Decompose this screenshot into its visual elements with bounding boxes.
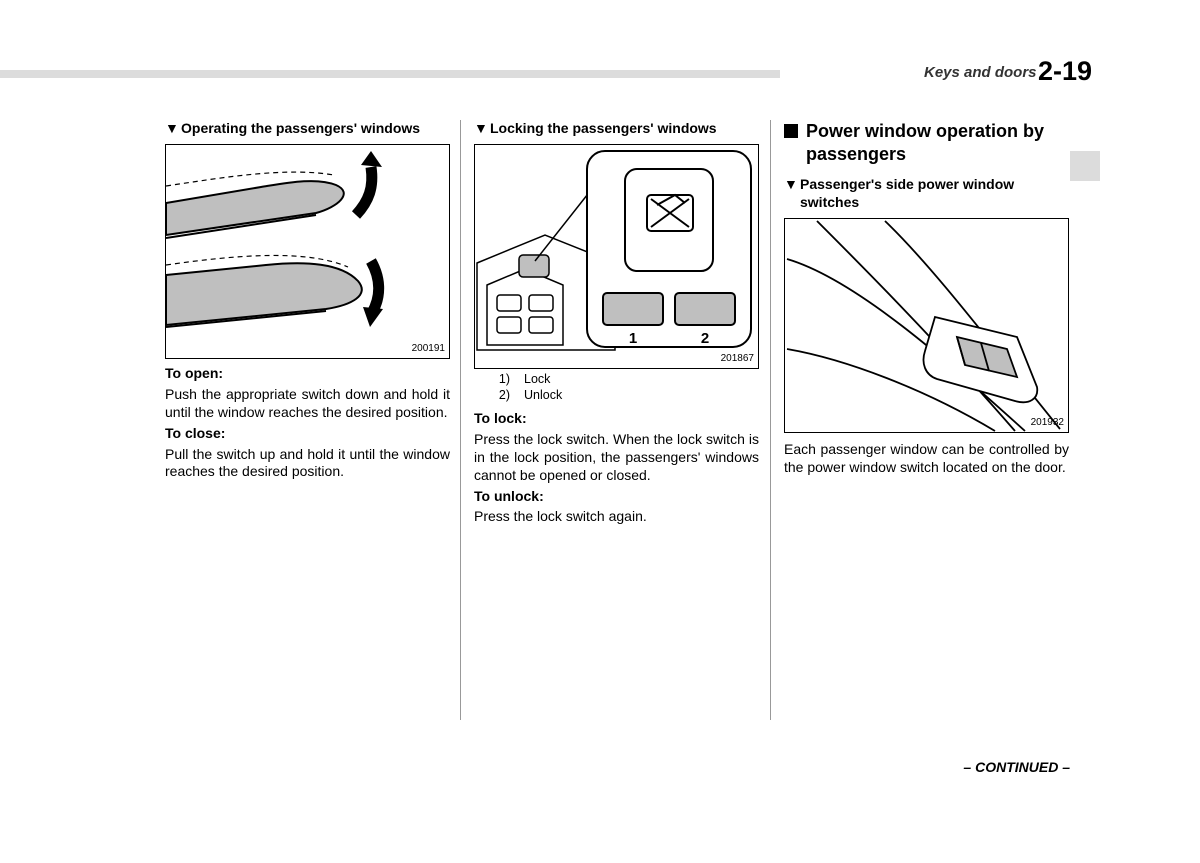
triangle-bullet-icon: ▼ <box>165 120 181 137</box>
figure-svg: 1 2 <box>475 145 756 368</box>
text-to-lock: Press the lock switch. When the lock swi… <box>474 431 759 485</box>
legend-row: 2) Unlock <box>488 387 759 403</box>
figure-id: 201932 <box>1031 417 1064 430</box>
figure-svg <box>785 219 1066 432</box>
subheading-locking-windows: ▼ Locking the passengers' windows <box>474 120 759 138</box>
subheading-text: Operating the passengers' windows <box>181 120 450 138</box>
triangle-bullet-icon: ▼ <box>474 120 490 137</box>
subheading-passenger-side-switches: ▼ Passenger's side power window switches <box>784 176 1069 212</box>
figure-switch-up-down: 200191 <box>165 144 450 359</box>
figure-svg <box>166 145 447 358</box>
header-chapter: Keys and doors <box>924 64 1037 81</box>
text-to-unlock: Press the lock switch again. <box>474 508 759 526</box>
column-divider-2 <box>770 120 771 720</box>
page: Keys and doors 2-19 ▼ Operating the pass… <box>0 0 1200 863</box>
label-to-close: To close: <box>165 425 225 441</box>
heading-text: Power window operation by passengers <box>806 120 1069 166</box>
legend-text: Unlock <box>524 387 562 403</box>
text-to-open: Push the appropriate switch down and hol… <box>165 386 450 422</box>
legend-text: Lock <box>524 371 550 387</box>
legend-row: 1) Lock <box>488 371 759 387</box>
label-to-lock: To lock: <box>474 410 527 426</box>
label-to-unlock: To unlock: <box>474 488 544 504</box>
column-divider-1 <box>460 120 461 720</box>
square-bullet-icon <box>784 124 798 138</box>
heading-power-window-passengers: Power window operation by passengers <box>784 120 1069 166</box>
header-page-number: 2-19 <box>1038 56 1092 87</box>
column-2: ▼ Locking the passengers' windows <box>474 120 759 529</box>
figure-legend: 1) Lock 2) Unlock <box>474 369 759 407</box>
callout-label-1: 1 <box>629 330 637 347</box>
page-tab <box>1070 151 1100 181</box>
figure-passenger-switch: 201932 <box>784 218 1069 433</box>
legend-num: 2) <box>488 387 510 403</box>
legend-num: 1) <box>488 371 510 387</box>
header-rule <box>0 70 780 78</box>
label-to-open: To open: <box>165 365 223 381</box>
text-to-close: Pull the switch up and hold it until the… <box>165 446 450 482</box>
subheading-text: Locking the passengers' windows <box>490 120 759 138</box>
column-1: ▼ Operating the passengers' windows <box>165 120 450 484</box>
column-3: Power window operation by passengers ▼ P… <box>784 120 1069 480</box>
subheading-operating-windows: ▼ Operating the passengers' windows <box>165 120 450 138</box>
triangle-bullet-icon: ▼ <box>784 176 800 193</box>
figure-id: 201867 <box>721 353 754 366</box>
text-passenger-switch: Each passenger window can be controlled … <box>784 441 1069 477</box>
subheading-text: Passenger's side power window switches <box>800 176 1069 212</box>
callout-label-2: 2 <box>701 330 709 347</box>
figure-lock-switch: 1 2 201867 <box>474 144 759 369</box>
figure-id: 200191 <box>412 343 445 356</box>
continued-marker: – CONTINUED – <box>963 759 1070 775</box>
